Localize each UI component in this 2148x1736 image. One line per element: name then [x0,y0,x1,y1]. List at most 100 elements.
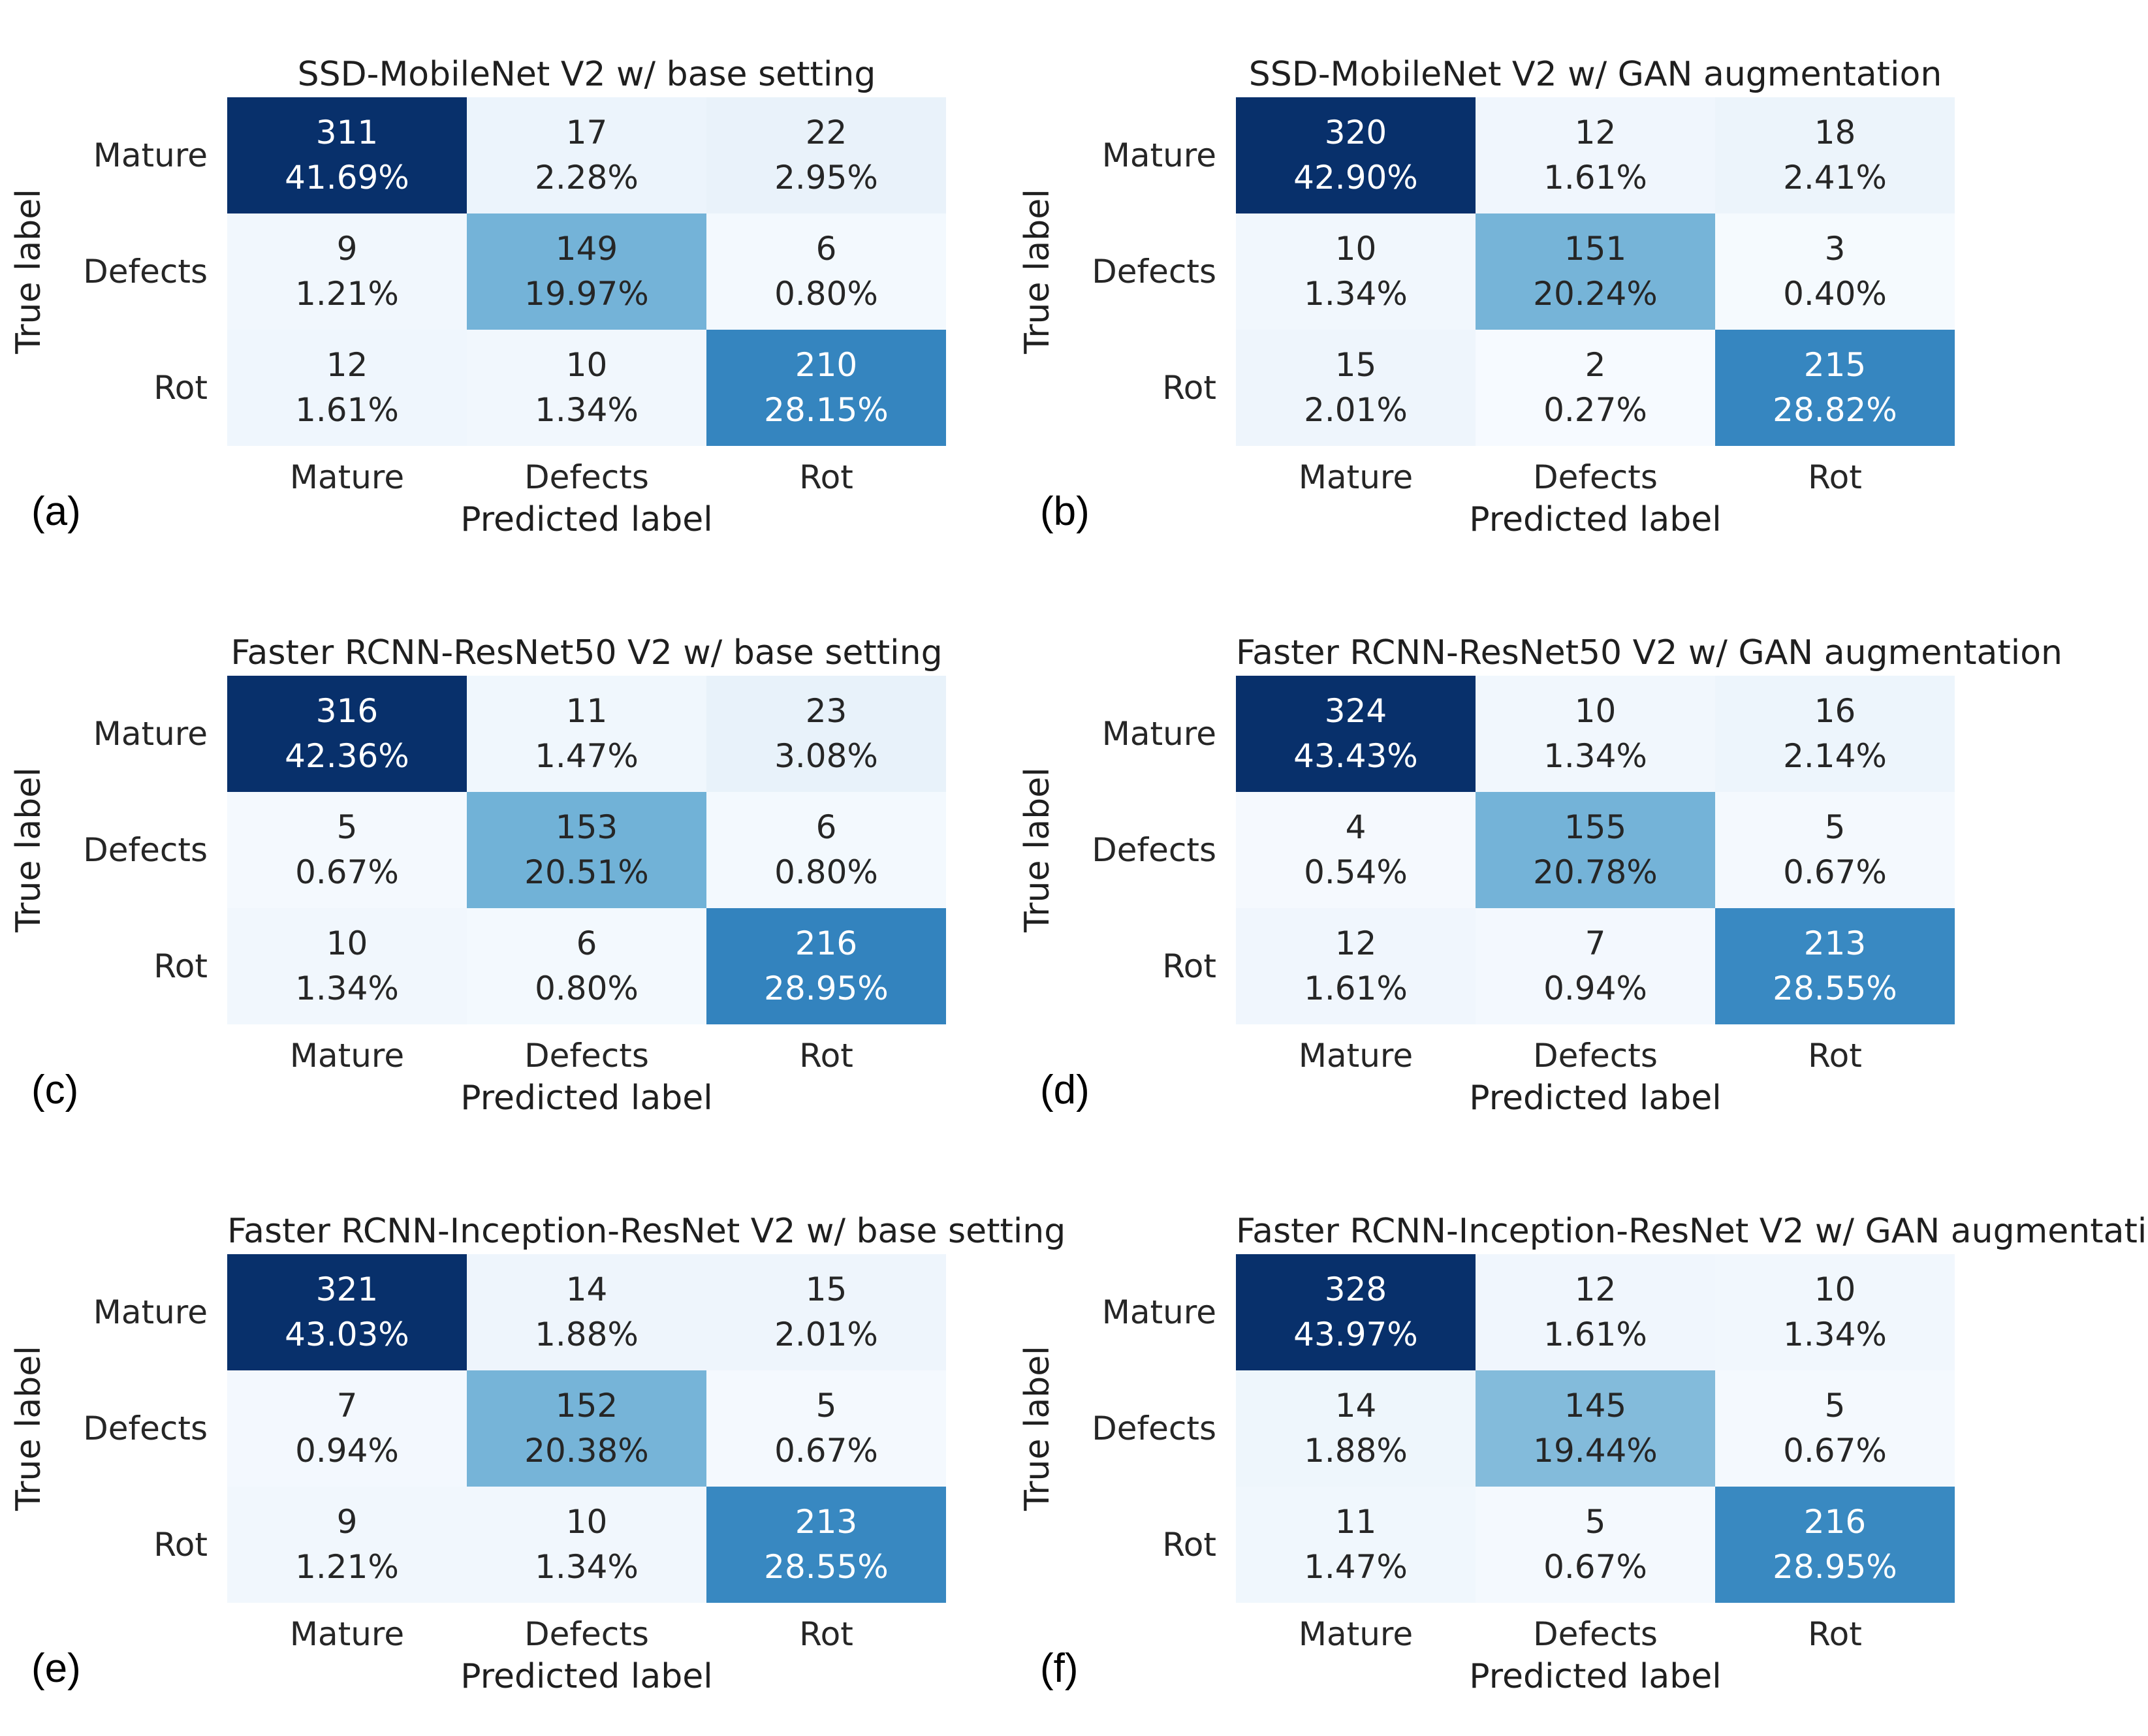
x-axis-label: Predicted label [460,1079,713,1118]
matrix-cell: 210 28.15% [706,330,946,446]
col-tick-label: Rot [1808,1037,1862,1075]
cell-count: 11 [565,692,608,730]
matrix-cell: 145 19.44% [1476,1370,1715,1487]
x-axis-label: Predicted label [1469,1079,1722,1118]
cell-count: 152 [555,1387,618,1425]
col-tick-label: Rot [1808,458,1862,496]
confusion-matrix-panel: SSD-MobileNet V2 w/ base setting True la… [0,0,1074,578]
row-tick-label: Rot [1162,947,1216,985]
matrix-cell: 10 1.34% [1715,1254,1955,1370]
row-tick-label: Defects [1092,831,1216,869]
panel-title: Faster RCNN-ResNet50 V2 w/ base setting [230,633,943,672]
cell-count: 16 [1814,692,1856,730]
cell-percent: 1.34% [1304,275,1408,313]
row-tick-label: Defects [83,1410,208,1447]
row-tick-label: Rot [1162,369,1216,407]
panel-title: SSD-MobileNet V2 w/ base setting [297,55,876,94]
cell-count: 213 [1803,924,1867,962]
cell-percent: 20.24% [1533,275,1658,313]
cell-percent: 28.82% [1773,391,1897,429]
row-tick-label: Mature [1101,715,1216,753]
cell-percent: 1.34% [535,391,639,429]
panel-title: Faster RCNN-Inception-ResNet V2 w/ base … [227,1212,1066,1251]
row-tick-label: Mature [1101,1293,1216,1331]
confusion-matrix-panel: Faster RCNN-ResNet50 V2 w/ GAN augmentat… [1009,578,2083,1157]
cell-percent: 28.15% [764,391,889,429]
matrix-cell: 11 1.47% [467,676,706,792]
matrix-cell: 12 1.61% [1236,908,1476,1024]
cell-count: 10 [326,924,368,962]
cell-count: 14 [1335,1387,1377,1425]
panel-letter: (f) [1040,1646,1079,1691]
cell-count: 320 [1324,114,1387,151]
cell-percent: 1.21% [295,1548,399,1586]
row-tick-labels: Mature Defects Rot [1009,1254,1216,1603]
matrix-cell: 215 28.82% [1715,330,1955,446]
confusion-matrix-panel: Faster RCNN-Inception-ResNet V2 w/ GAN a… [1009,1157,2148,1735]
col-tick-label: Mature [1298,1615,1414,1653]
cell-percent: 2.28% [535,159,639,197]
cell-count: 14 [565,1270,608,1308]
cell-percent: 1.34% [1543,737,1647,775]
col-tick-label: Mature [289,1037,405,1075]
matrix-cell: 7 0.94% [1476,908,1715,1024]
matrix-cell: 10 1.34% [467,330,706,446]
cell-count: 316 [315,692,379,730]
col-tick-labels: Mature Defects Rot [227,458,946,496]
x-axis-label: Predicted label [1469,500,1722,539]
matrix-cell: 320 42.90% [1236,97,1476,213]
matrix-cell: 15 2.01% [706,1254,946,1370]
cell-count: 210 [795,346,858,384]
matrix-cell: 4 0.54% [1236,792,1476,908]
cell-percent: 0.67% [1543,1548,1647,1586]
matrix-cell: 12 1.61% [1476,97,1715,213]
x-axis-label: Predicted label [460,500,713,539]
cell-count: 10 [1814,1270,1856,1308]
col-tick-label: Mature [289,1615,405,1653]
matrix-cell: 22 2.95% [706,97,946,213]
cell-count: 12 [1574,114,1617,151]
panel-title: Faster RCNN-ResNet50 V2 w/ GAN augmentat… [1236,633,2063,672]
confusion-matrix-panel: Faster RCNN-ResNet50 V2 w/ base setting … [0,578,1074,1157]
cell-count: 5 [336,808,358,846]
cell-count: 3 [1824,230,1846,268]
panel-letter: (b) [1040,489,1090,534]
cell-percent: 0.94% [1543,970,1647,1007]
col-tick-labels: Mature Defects Rot [1236,1615,1955,1653]
cell-percent: 20.78% [1533,853,1658,891]
panel-title: Faster RCNN-Inception-ResNet V2 w/ GAN a… [1236,1212,2148,1251]
heatmap-grid: 328 43.97% 12 1.61% 10 1.34% 14 1.88% 145 19.44% 5… [1236,1254,1955,1603]
cell-count: 215 [1803,346,1867,384]
cell-count: 10 [1574,692,1617,730]
matrix-cell: 5 0.67% [1715,1370,1955,1487]
cell-percent: 0.94% [295,1432,399,1470]
cell-count: 10 [565,346,608,384]
cell-percent: 2.01% [1304,391,1408,429]
matrix-cell: 328 43.97% [1236,1254,1476,1370]
cell-percent: 1.21% [295,275,399,313]
confusion-matrix-panel: Faster RCNN-Inception-ResNet V2 w/ base … [0,1157,1074,1735]
col-tick-label: Mature [1298,1037,1414,1075]
panel-letter: (c) [31,1067,79,1113]
row-tick-labels: Mature Defects Rot [0,1254,208,1603]
cell-percent: 0.27% [1543,391,1647,429]
matrix-cell: 6 0.80% [467,908,706,1024]
heatmap-grid: 324 43.43% 10 1.34% 16 2.14% 4 0.54% 155 20.78% 5 0… [1236,676,1955,1024]
col-tick-label: Defects [1533,458,1658,496]
matrix-cell: 23 3.08% [706,676,946,792]
panel-letter: (e) [31,1646,81,1691]
cell-percent: 1.61% [1543,1316,1647,1353]
matrix-cell: 311 41.69% [227,97,467,213]
cell-percent: 43.97% [1293,1316,1418,1353]
cell-percent: 41.69% [285,159,409,197]
matrix-cell: 10 1.34% [1476,676,1715,792]
cell-count: 213 [795,1503,858,1541]
cell-count: 17 [565,114,608,151]
cell-percent: 42.90% [1293,159,1418,197]
matrix-cell: 14 1.88% [1236,1370,1476,1487]
cell-percent: 2.95% [774,159,878,197]
cell-count: 321 [315,1270,379,1308]
panel-title: SSD-MobileNet V2 w/ GAN augmentation [1248,55,1942,94]
col-tick-label: Defects [1533,1037,1658,1075]
cell-percent: 0.80% [535,970,639,1007]
